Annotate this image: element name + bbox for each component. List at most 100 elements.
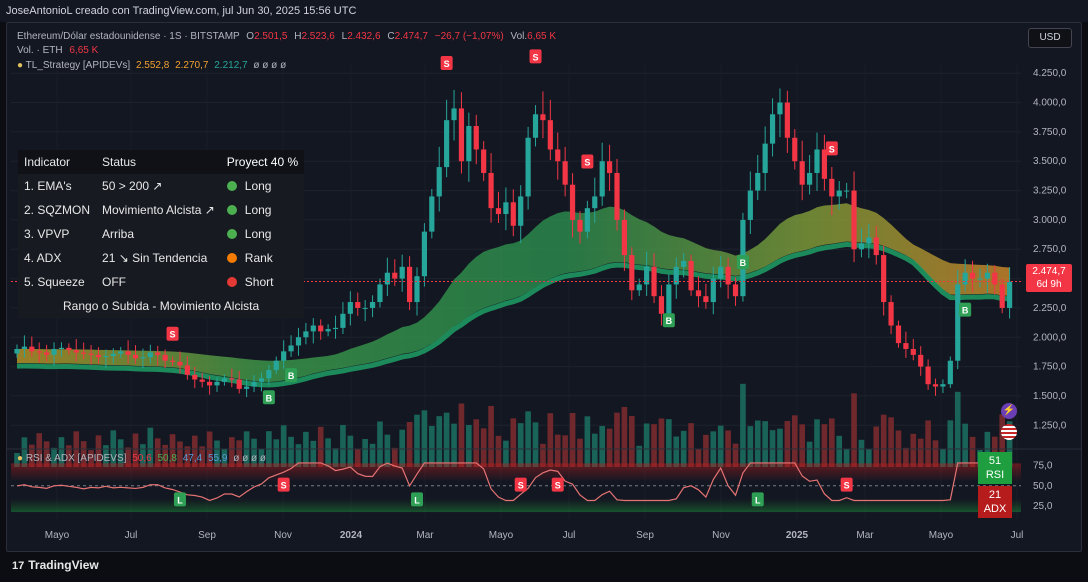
- rsi-oversold-zone: [11, 498, 1021, 513]
- volume-bars: [14, 383, 1013, 467]
- last-price-value: 2.474,7: [1032, 266, 1066, 277]
- volume-bar: [147, 427, 154, 467]
- vol-value: 6,65 K: [527, 31, 557, 42]
- candle-body: [562, 161, 568, 185]
- candle-body: [125, 351, 131, 355]
- candle-body: [44, 352, 50, 355]
- rsi-badge-label: RSI: [985, 469, 1005, 481]
- signal-label: B: [740, 258, 747, 268]
- ema-base-line: [16, 241, 1010, 388]
- volume-bar: [229, 437, 235, 467]
- volume-bar: [925, 420, 931, 467]
- credit-bar: JoseAntonioL creado con TradingView.com,…: [0, 0, 1088, 22]
- rsi-tick-label: 75,0: [1033, 460, 1053, 471]
- adx-value-badge: 21 ADX: [978, 486, 1012, 518]
- row-signal: Long: [220, 174, 305, 198]
- tradingview-logo[interactable]: 17 TradingView: [12, 558, 99, 572]
- volume-bar: [858, 439, 865, 467]
- volume-bar: [21, 437, 28, 467]
- candle-body: [999, 284, 1005, 308]
- rsi-signal-marker: [551, 477, 564, 492]
- volume-legend: Vol. · ETH 6,65 K: [17, 45, 98, 56]
- candle-body: [281, 351, 287, 361]
- flag-icon[interactable]: [1001, 424, 1017, 440]
- volume-bar: [932, 440, 939, 467]
- volume-bar: [325, 438, 331, 467]
- price-axis[interactable]: 4.250,0 4.000,0 3.750,0 3.500,0 3.250,0 3.000…: [1033, 68, 1067, 431]
- candle-body: [325, 329, 331, 332]
- candle-body: [547, 120, 553, 150]
- currency-button[interactable]: USD: [1028, 28, 1072, 48]
- candle-body: [273, 360, 279, 371]
- volume-bar: [917, 438, 924, 467]
- candle-body: [614, 172, 620, 220]
- candle-body: [73, 350, 79, 353]
- x-tick-label: Mayo: [45, 530, 70, 541]
- candle-body: [266, 370, 272, 379]
- candle-body: [258, 378, 265, 382]
- candle-body: [103, 356, 109, 358]
- volume-bar: [606, 428, 613, 467]
- x-tick-label: Nov: [712, 530, 730, 541]
- candle-body: [799, 161, 805, 185]
- row-name: 1. EMA's: [18, 174, 97, 198]
- candle-body: [903, 343, 909, 349]
- candle-body: [184, 365, 190, 375]
- volume-bar: [666, 419, 672, 467]
- rsi-signal-marker: [173, 492, 186, 507]
- volume-bar: [821, 424, 828, 467]
- volume-bar: [169, 434, 176, 467]
- volume-bar: [80, 441, 87, 467]
- candle-body: [518, 196, 524, 226]
- candle-body: [569, 184, 576, 220]
- candle-body: [725, 266, 731, 285]
- lightning-icon[interactable]: ⚡: [1001, 403, 1017, 419]
- strategy-name: TL_Strategy [APIDEVs]: [25, 60, 131, 71]
- candle-body: [466, 126, 472, 162]
- status-dot-icon: [226, 253, 237, 263]
- candle-body: [784, 102, 790, 138]
- row-signal-text: Short: [244, 275, 274, 289]
- volume-bar: [236, 440, 243, 467]
- candle-body: [118, 351, 124, 354]
- summary-text: Rango o Subida - Movimiento Alcista: [18, 294, 305, 318]
- candle-body: [192, 374, 198, 380]
- candle-body: [51, 348, 57, 355]
- chart-frame[interactable]: S B B S S S B B S B 4.250,0 4.000,0 3.750,0 3.500,0 3…: [6, 22, 1082, 552]
- candle-body: [355, 302, 361, 308]
- candle-body: [651, 266, 657, 297]
- candle-body: [14, 348, 20, 354]
- x-tick-label: Mar: [856, 530, 874, 541]
- volume-bar: [162, 444, 168, 467]
- candle-body: [540, 114, 546, 121]
- candle-body: [666, 284, 672, 314]
- h-label: H: [294, 31, 302, 42]
- volume-bar: [214, 440, 220, 467]
- time-axis[interactable]: Mayo Jul Sep Nov 2024 Mar Mayo Jul Sep Nov 2025 Mar…: [45, 530, 1024, 541]
- rsi-v2: 50,8: [157, 453, 177, 464]
- y-tick-label: 2.750,0: [1033, 244, 1067, 255]
- symbol-legend: Ethereum/Dólar estadounidense · 1S · BIT…: [17, 31, 556, 42]
- volume-bar: [510, 418, 517, 467]
- volume-bar: [451, 423, 457, 467]
- volume-bar: [621, 407, 628, 467]
- candle-body: [221, 378, 227, 382]
- candle-body: [814, 149, 820, 173]
- y-tick-label: 2.250,0: [1033, 303, 1067, 314]
- signal-marker: [285, 368, 298, 383]
- volume-bar: [480, 428, 487, 467]
- candle-body: [925, 366, 931, 385]
- candle-body: [140, 357, 146, 359]
- volume-bar: [999, 414, 1005, 467]
- volume-bar: [377, 421, 383, 467]
- rsi-title: RSI & ADX [APIDEVS]: [25, 453, 127, 464]
- table-row: 1. EMA's 50 > 200 ↗ Long: [18, 174, 305, 198]
- volume-bar: [695, 448, 702, 467]
- candle-body: [747, 190, 753, 220]
- volume-bar: [288, 436, 294, 467]
- signal-marker: [529, 49, 542, 64]
- signal-label: S: [444, 59, 450, 69]
- strategy-v2: 2.270,7: [175, 60, 209, 71]
- candle-body: [710, 278, 716, 303]
- header-indicator: Indicator: [18, 150, 97, 174]
